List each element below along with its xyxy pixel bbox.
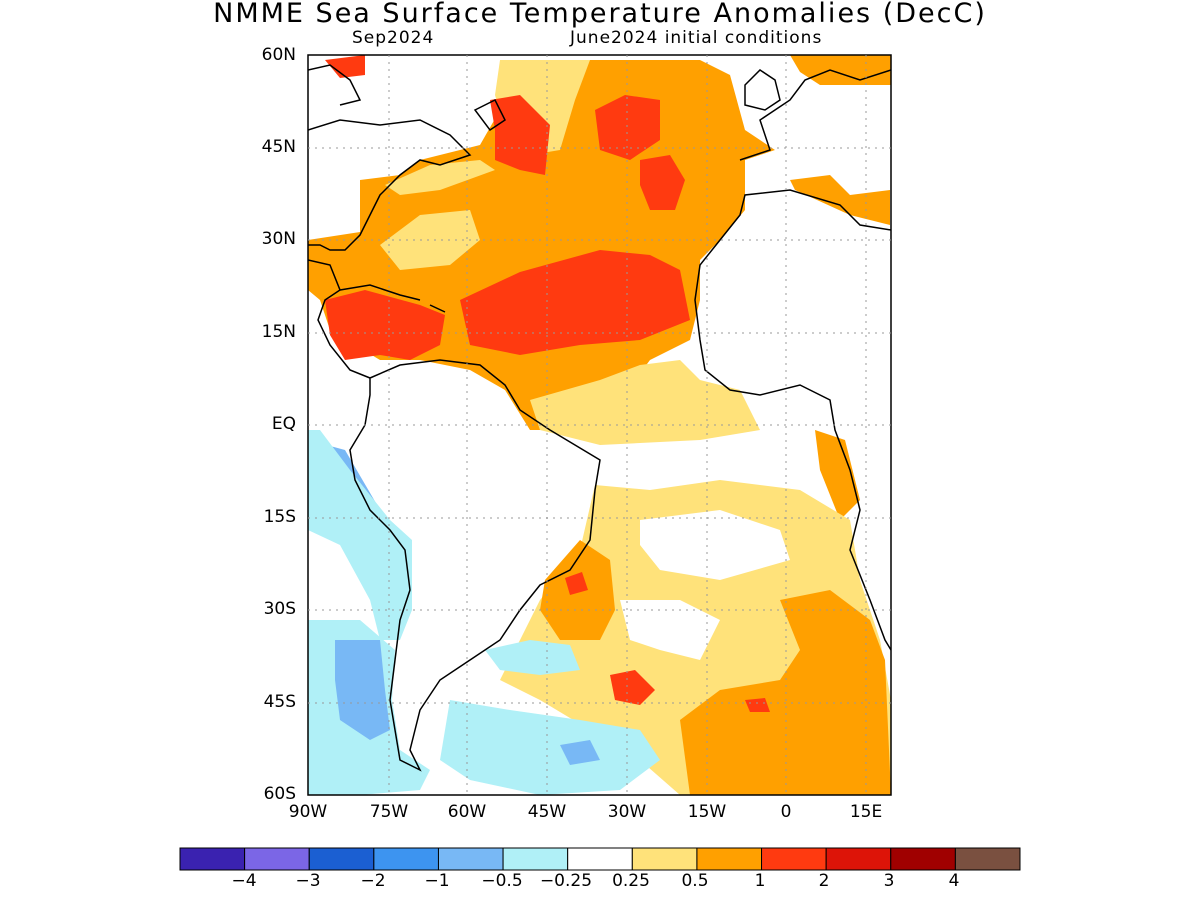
anomaly-region-tropical-north-atlantic — [460, 250, 690, 355]
colorbar-label-minus-1: −1 — [424, 871, 450, 891]
lat-label-60n: 60N — [261, 45, 296, 65]
colorbar-label-0-5: 0.5 — [681, 871, 709, 891]
anomaly-region-southwest-cool-strong — [560, 740, 600, 765]
anomaly-region-mid-atlantic — [640, 155, 685, 210]
colorbar-swatch — [308, 847, 375, 871]
anomaly-region-sa-strong-1 — [610, 670, 655, 705]
colorbar-label-0-25: 0.25 — [612, 871, 650, 891]
lat-label-45n: 45N — [261, 137, 296, 157]
colorbar-swatch — [179, 847, 246, 871]
colorbar-swatch — [244, 847, 310, 871]
gulf-coast — [308, 259, 371, 379]
colorbar — [179, 847, 1021, 871]
colorbar-swatch — [890, 847, 956, 871]
lat-label-60s: 60S — [263, 784, 296, 804]
anomaly-region-southwest-cool — [440, 700, 660, 795]
lon-label-75w: 75W — [369, 802, 409, 822]
coastlines — [308, 64, 891, 772]
north-america-coast — [308, 119, 472, 251]
colorbar-label-minus-2: −2 — [360, 871, 386, 891]
anomaly-region-mediterranean — [790, 175, 890, 225]
lon-label-15e: 15E — [849, 802, 883, 822]
anomaly-region-neutral-south-2 — [620, 600, 720, 660]
great-britain-coast — [744, 69, 781, 111]
colorbar-swatch — [954, 847, 1021, 871]
colorbar-label-minus-0-5: −0.5 — [481, 871, 523, 891]
colorbar-label-4: 4 — [948, 871, 960, 891]
anomaly-region-caribbean — [325, 290, 445, 360]
lon-label-30w: 30W — [607, 802, 647, 822]
anomaly-region-hudson — [325, 55, 365, 78]
anomaly-region-benguela — [815, 430, 860, 520]
map-title: NMME Sea Surface Temperature Anomalies (… — [213, 0, 987, 29]
anomaly-region-chile-cool-strong — [335, 640, 390, 740]
lon-label-45w: 45W — [527, 802, 567, 822]
colorbar-swatch — [502, 847, 569, 871]
colorbar-swatch — [631, 847, 698, 871]
colorbar-swatch — [761, 847, 827, 871]
europe-coast — [739, 69, 891, 161]
anomaly-region-labrador — [490, 95, 550, 175]
lat-label-45s: 45S — [263, 692, 296, 712]
anomaly-region-sa-strong-2 — [565, 572, 588, 595]
colorbar-swatch — [437, 847, 504, 871]
hudson-coast — [308, 64, 362, 106]
graticule — [308, 55, 891, 795]
colorbar-label-minus-4: −4 — [231, 871, 257, 891]
colorbar-label-minus-0-25: −0.25 — [539, 871, 593, 891]
south-america-coast — [349, 359, 601, 772]
anomaly-field — [308, 55, 891, 795]
initial-conditions: June2024 initial conditions — [570, 28, 823, 48]
colorbar-swatch — [825, 847, 892, 871]
colorbar-swatch — [567, 847, 633, 871]
anomaly-region-subpolar — [595, 95, 660, 160]
colorbar-label-3: 3 — [883, 871, 895, 891]
anomaly-region-sa-strong-3 — [745, 698, 770, 712]
lon-label-15w: 15W — [687, 802, 727, 822]
lon-label-90w: 90W — [288, 802, 328, 822]
colorbar-swatch — [373, 847, 439, 871]
colorbar-label-minus-3: −3 — [295, 871, 321, 891]
anomaly-region-peru-slight-cool — [308, 430, 412, 640]
forecast-month: Sep2024 — [352, 28, 435, 48]
anomaly-region-weak-west-atlantic — [380, 210, 480, 270]
colorbar-label-2: 2 — [818, 871, 830, 891]
caribbean-islands — [339, 284, 446, 313]
africa-coast — [694, 189, 891, 651]
colorbar-swatch — [696, 847, 763, 871]
lat-label-15s: 15S — [263, 507, 296, 527]
lat-label-15n: 15N — [261, 322, 296, 342]
anomaly-region-falklands-cool — [485, 640, 580, 675]
lat-label-eq: EQ — [271, 414, 296, 434]
colorbar-label-1: 1 — [754, 871, 766, 891]
newfoundland-coast — [473, 98, 506, 132]
lat-label-30s: 30S — [263, 599, 296, 619]
lat-label-30n: 30N — [261, 229, 296, 249]
anomaly-region-neutral-south — [640, 510, 790, 580]
lon-label-60w: 60W — [447, 802, 487, 822]
lon-label-0: 0 — [780, 802, 792, 822]
anomaly-region-weak-eq — [530, 360, 760, 445]
